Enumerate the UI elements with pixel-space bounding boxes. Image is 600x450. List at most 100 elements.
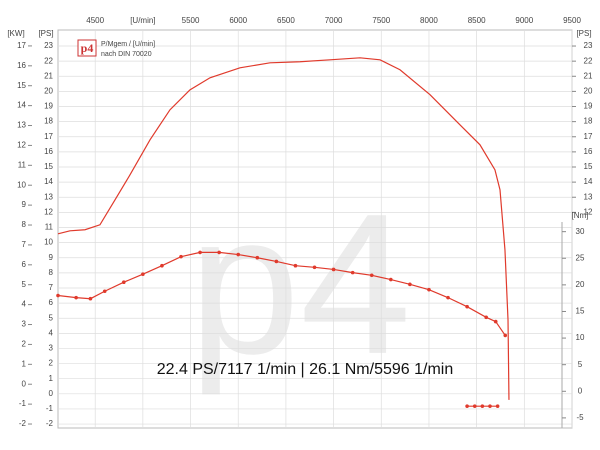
y-tick-label: 17 [584,132,593,141]
annotation: 22.4 PS/7117 1/min | 26.1 Nm/5596 1/min [157,361,453,378]
y2-tick-label: 0 [578,386,583,395]
data-point [217,250,221,255]
data-point [484,315,488,320]
y-tick-label: 10 [17,180,26,189]
y-tick-label: 14 [44,177,53,186]
y-tick-label: 10 [44,238,53,247]
y-tick-label: 14 [584,177,593,186]
data-point [312,265,317,270]
y-tick-label: 16 [44,147,53,156]
y-tick-label: 22 [584,56,593,65]
data-point [179,254,183,259]
axis-label: [Nm] [572,211,589,220]
data-point [236,252,241,257]
data-point [56,293,60,298]
x-tick-label: 5500 [182,16,200,25]
y-tick-label: 21 [44,71,53,80]
y-tick-label: 8 [49,268,54,277]
y2-tick-label: -5 [576,413,584,422]
data-point [141,272,145,277]
y-tick-label: -2 [46,419,54,428]
data-point [389,277,393,282]
x-tick-label: 9500 [563,16,581,25]
y-tick-label: 13 [17,121,26,130]
x-tick-label: 6500 [277,16,295,25]
data-point [160,263,164,268]
y-tick-label: 21 [584,71,593,80]
data-point [198,250,202,255]
y-tick-label: 6 [49,298,54,307]
y-tick-label: 18 [44,117,53,126]
y-tick-label: 1 [22,359,27,368]
data-point [293,263,298,268]
y-tick-label: 13 [44,192,53,201]
y2-tick-label: 30 [576,227,585,236]
logo: p4 [81,41,94,55]
data-point [503,333,508,338]
y-tick-label: 16 [17,61,26,70]
y-tick-label: 9 [49,253,54,262]
legend-text: nach DIN 70020 [101,51,152,58]
y-tick-label: 3 [22,320,27,329]
y-tick-label: 5 [49,313,54,322]
y-tick-label: 15 [584,162,593,171]
data-point [472,404,477,408]
data-point [493,319,498,324]
data-point [446,295,450,300]
x-tick-label: 9000 [515,16,533,25]
data-point [102,289,107,294]
y-tick-label: 7 [49,283,54,292]
y2-tick-label: 15 [576,307,585,316]
data-point [274,259,279,264]
y-tick-label: 12 [584,207,593,216]
y-tick-label: 22 [44,56,53,65]
data-point [495,404,500,408]
y-tick-label: 4 [22,300,27,309]
y-tick-label: 11 [45,223,54,232]
y-tick-label: 7 [22,240,27,249]
data-point [88,296,93,301]
data-point [350,270,355,275]
y-tick-label: 4 [49,328,54,337]
y-tick-label: 15 [44,162,53,171]
y-tick-label: 17 [44,132,53,141]
x-tick-label: 8500 [468,16,486,25]
y-tick-label: 13 [584,192,593,201]
data-point [255,255,260,260]
y-tick-label: 23 [584,41,593,50]
x-tick-label: 7000 [325,16,343,25]
x-tick-label: 6000 [229,16,247,25]
y-tick-label: 14 [17,101,26,110]
data-point [488,404,492,408]
y-tick-label: 2 [22,340,27,349]
y-tick-label: 0 [22,379,27,388]
y-tick-label: 23 [44,41,53,50]
y-tick-label: 12 [17,141,26,150]
y-tick-label: 19 [584,102,593,111]
y-tick-label: 20 [44,87,53,96]
y-tick-label: 16 [584,147,593,156]
y-tick-label: 6 [22,260,27,269]
x-tick-label: [U/min] [130,16,155,25]
y-tick-label: 11 [18,160,27,169]
plot: 4500 [U/min] 5500 6000 6500 7000 7500 8000 8500 9… [17,16,593,429]
axis-label: [KW] [7,29,24,38]
data-point [369,273,374,278]
data-point [465,304,469,309]
y2-tick-label: 10 [576,333,585,342]
axis-label: [PS] [576,29,591,38]
y-tick-label: 3 [49,344,54,353]
y-tick-label: -2 [19,419,27,428]
legend-text: P/Mgem / [U/min] [101,41,155,48]
y-tick-label: -1 [46,404,54,413]
data-line [57,251,506,336]
data-point [480,404,485,408]
y-tick-label: 8 [22,220,27,229]
y-tick-label: -1 [19,399,27,408]
logo-box [77,39,97,57]
y-tick-label: 2 [49,359,54,368]
data-point [408,282,412,287]
y-tick-label: 9 [22,200,27,209]
axis-label: [PS] [38,29,53,38]
y2-tick-label: 20 [576,280,585,289]
